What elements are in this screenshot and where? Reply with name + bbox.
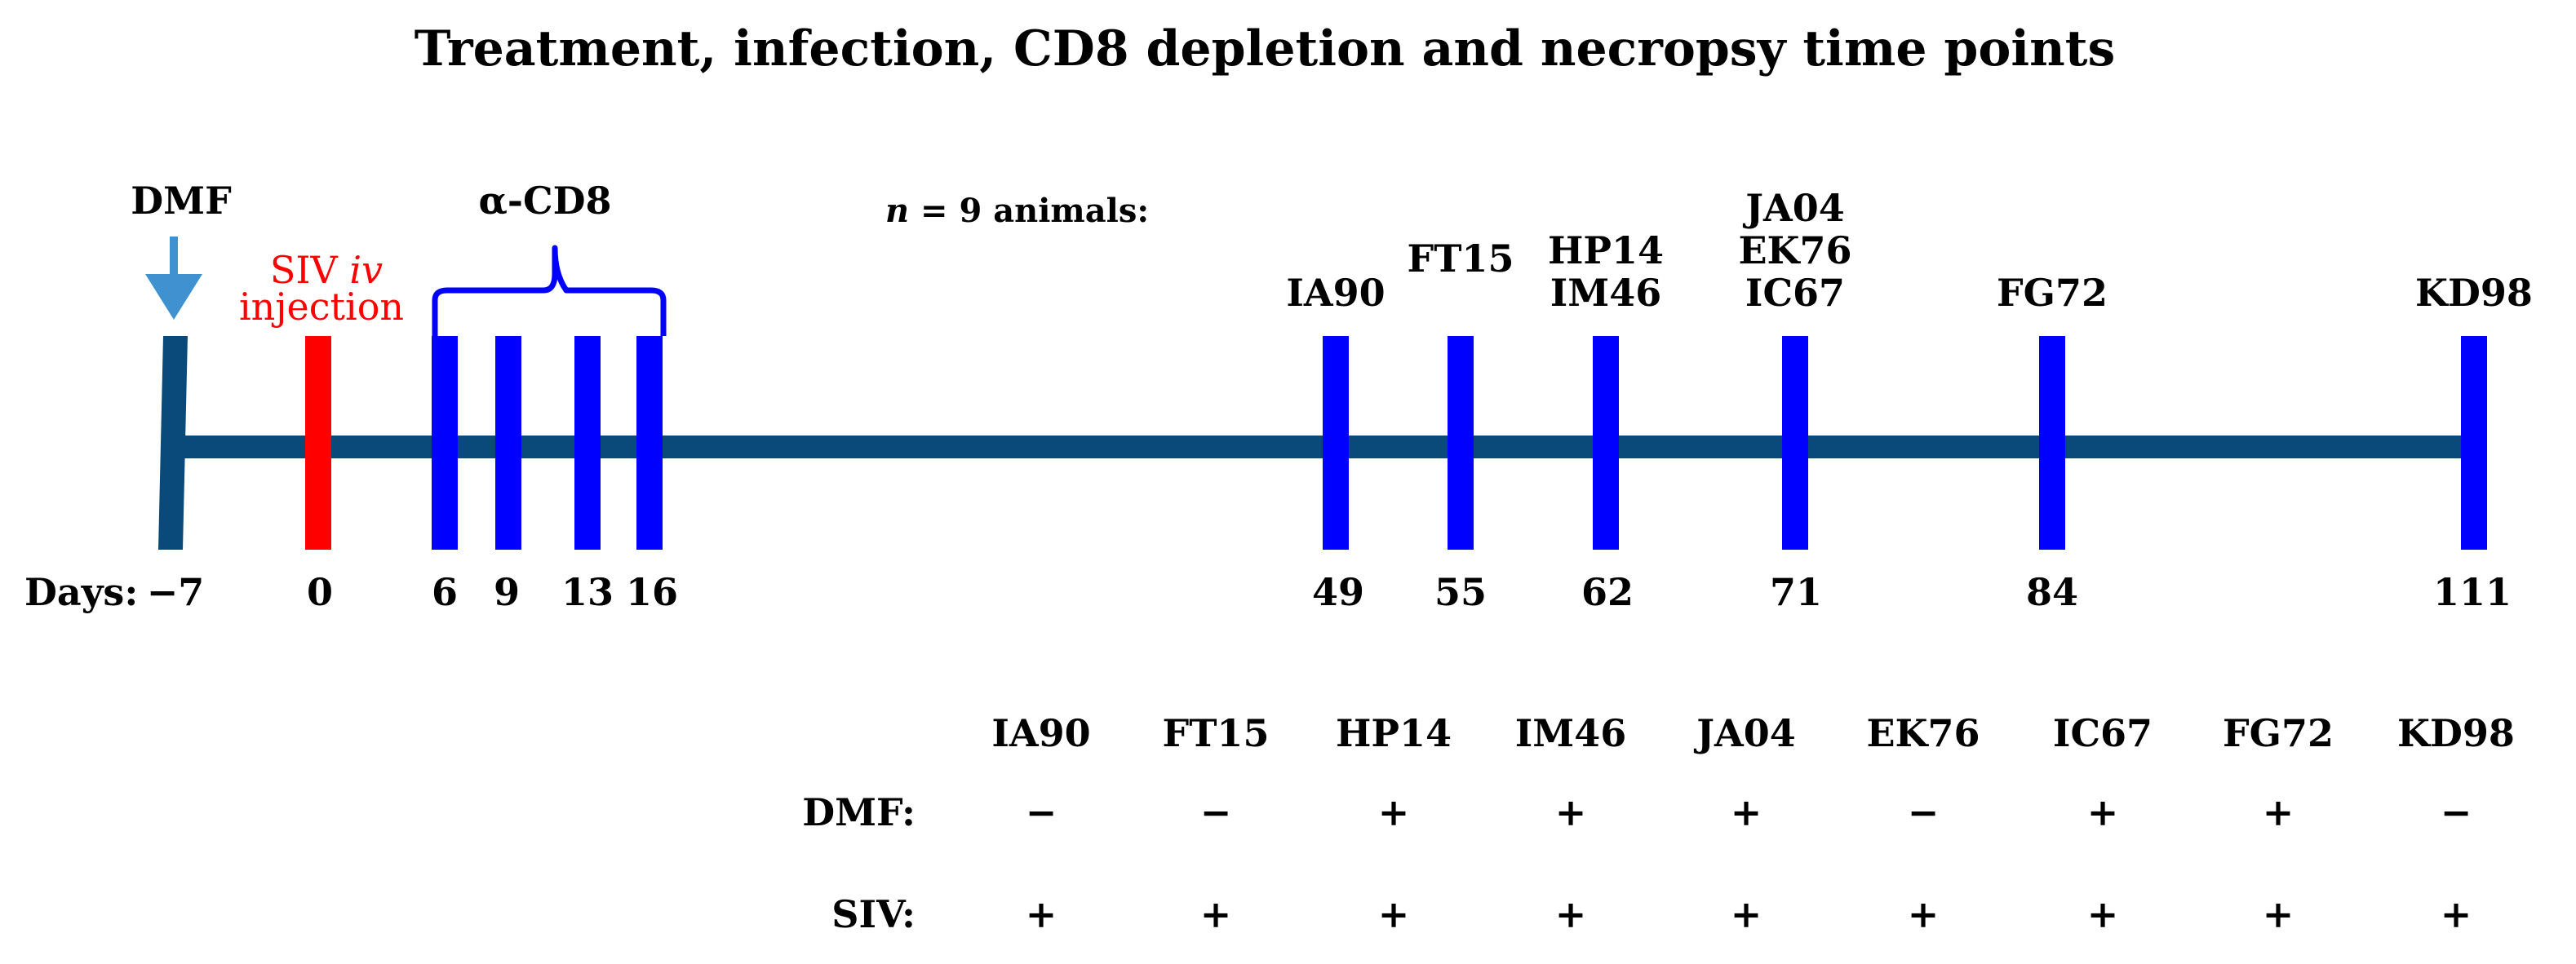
table-cell: + xyxy=(2263,790,2294,834)
table-cell: + xyxy=(1555,790,1587,834)
acd8-label: α-CD8 xyxy=(479,179,612,223)
table-cell: − xyxy=(2441,790,2472,834)
table-column-header: JA04 xyxy=(1693,711,1795,755)
table-column-header: FT15 xyxy=(1163,711,1270,755)
table-column-header: IC67 xyxy=(2053,711,2153,755)
timepoint-marker xyxy=(432,336,458,550)
timeline-markers xyxy=(305,336,2487,550)
treatment-table: IA90 FT15 HP14 IM46 JA04 EK76 IC67 FG72 KD98 DMF:… xyxy=(802,711,2515,936)
table-cell: + xyxy=(1378,790,1410,834)
day-label: 84 xyxy=(2026,570,2078,614)
animal-label: IA90 xyxy=(1286,271,1385,315)
day-label: 62 xyxy=(1581,570,1634,614)
timepoint-marker xyxy=(495,336,521,550)
dmf-start-post xyxy=(158,336,188,550)
timepoint-marker xyxy=(2461,336,2487,550)
day-label: 13 xyxy=(561,570,614,614)
table-cell: + xyxy=(1908,892,1940,936)
timepoint-marker xyxy=(574,336,601,550)
table-row-label: DMF: xyxy=(802,790,916,834)
animal-label: IC67 xyxy=(1745,271,1845,315)
table-cell: + xyxy=(1200,892,1232,936)
siv-injection-marker xyxy=(305,336,331,550)
animals-count-n: n xyxy=(885,192,909,230)
diagram-title: Treatment, infection, CD8 depletion and … xyxy=(415,20,2116,77)
day-label: 111 xyxy=(2433,570,2512,614)
table-cell: + xyxy=(1555,892,1587,936)
table-row-label: SIV: xyxy=(831,892,916,936)
timepoint-marker xyxy=(1593,336,1619,550)
dmf-label: DMF xyxy=(131,179,232,223)
table-cell: + xyxy=(2087,790,2119,834)
table-cell: + xyxy=(2087,892,2119,936)
animal-label: JA04 xyxy=(1742,186,1844,230)
table-cell: + xyxy=(2263,892,2294,936)
siv-label-prefix: SIV xyxy=(270,248,350,292)
timepoint-marker xyxy=(636,336,663,550)
table-cell: + xyxy=(2441,892,2472,936)
table-cell: − xyxy=(1908,790,1940,834)
day-label: 49 xyxy=(1312,570,1364,614)
animal-label: KD98 xyxy=(2415,271,2533,315)
day-label: 9 xyxy=(494,570,520,614)
day-label: 16 xyxy=(626,570,678,614)
table-cell: + xyxy=(1378,892,1410,936)
timepoint-marker xyxy=(1448,336,1474,550)
day-label: 71 xyxy=(1770,570,1822,614)
day-label: 0 xyxy=(307,570,333,614)
dmf-arrow-icon xyxy=(145,237,202,320)
animals-count-label: n = 9 animals: xyxy=(885,192,1149,230)
table-column-header: HP14 xyxy=(1336,711,1452,755)
timepoint-marker xyxy=(1323,336,1349,550)
timeline-bar xyxy=(163,436,2481,458)
animals-count-rest: = 9 animals: xyxy=(909,192,1149,230)
animal-label: HP14 xyxy=(1548,228,1664,272)
day-labels: −7 0 6 9 13 16 49 55 62 71 84 111 xyxy=(147,570,2512,614)
table-cell: − xyxy=(1026,790,1057,834)
day-label: 6 xyxy=(432,570,458,614)
table-cell: + xyxy=(1026,892,1057,936)
table-cell: − xyxy=(1200,790,1232,834)
table-column-header: IM46 xyxy=(1515,711,1626,755)
timepoint-marker xyxy=(2039,336,2065,550)
siv-label-italic: iv xyxy=(349,248,383,292)
animal-label: FT15 xyxy=(1408,237,1514,281)
timepoint-marker xyxy=(1782,336,1808,550)
days-label: Days: xyxy=(24,570,138,614)
table-column-header: IA90 xyxy=(991,711,1090,755)
table-cell: + xyxy=(1731,790,1762,834)
day-label: 55 xyxy=(1434,570,1487,614)
animal-label: EK76 xyxy=(1738,228,1851,272)
siv-injection-label-line2: injection xyxy=(239,285,404,329)
day-label: −7 xyxy=(147,570,205,614)
table-column-header: FG72 xyxy=(2223,711,2334,755)
table-column-header: KD98 xyxy=(2397,711,2515,755)
animal-label: IM46 xyxy=(1550,271,1661,315)
animal-label: FG72 xyxy=(1997,271,2108,315)
table-column-header: EK76 xyxy=(1866,711,1980,755)
siv-injection-label: SIV iv xyxy=(270,248,383,292)
acd8-brace xyxy=(432,245,667,336)
table-cell: + xyxy=(1731,892,1762,936)
